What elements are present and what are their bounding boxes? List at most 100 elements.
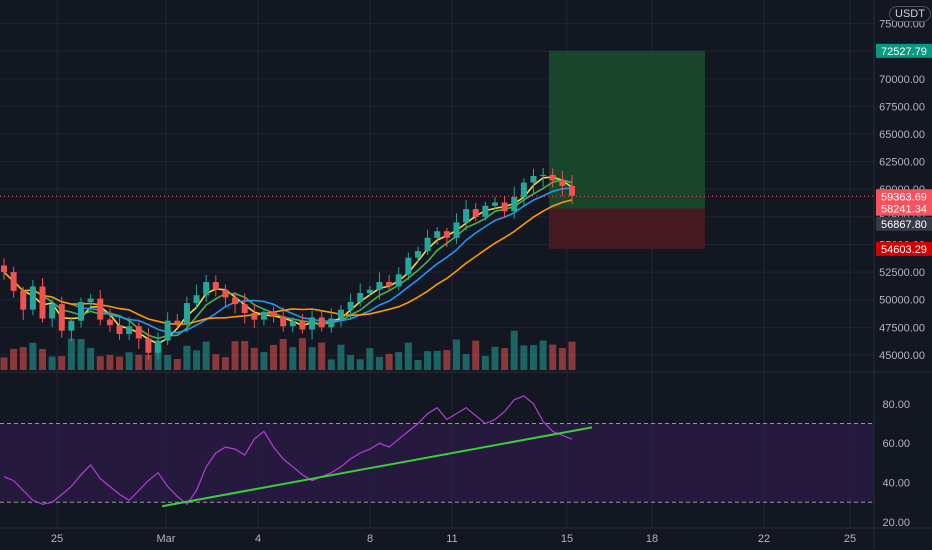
rsi-tick-label: 40.00	[882, 478, 910, 490]
candle-body	[135, 326, 142, 339]
price-tag	[876, 201, 932, 216]
volume-bar	[529, 345, 537, 370]
candle-body	[491, 202, 498, 206]
candle-body	[260, 311, 267, 320]
time-tick-label: 18	[646, 533, 658, 545]
moving-averages	[0, 176, 874, 345]
candle-body	[540, 174, 547, 176]
volume-bar	[395, 352, 403, 370]
candle-body	[58, 304, 65, 331]
volume-bar	[289, 347, 297, 370]
long-position-tool[interactable]	[549, 50, 705, 249]
candles	[1, 168, 575, 360]
time-tick-label: 8	[367, 533, 373, 545]
target-zone	[549, 50, 705, 209]
time-tick-label: 25	[51, 533, 63, 545]
candle-body	[164, 320, 171, 341]
candle-body	[232, 297, 239, 305]
candle-body	[530, 175, 537, 183]
volume-bar	[568, 341, 576, 370]
price-tick-label: 65000.00	[879, 129, 925, 141]
time-tick-label: 15	[561, 533, 573, 545]
candle-body	[386, 282, 393, 287]
volume-bar	[250, 347, 258, 370]
volume-bar	[558, 348, 566, 370]
volume-bar	[29, 342, 37, 370]
candle-body	[337, 309, 344, 319]
price-tick-label: 47500.00	[879, 322, 925, 334]
volume-bar	[337, 344, 345, 370]
candle-body	[193, 295, 200, 304]
volume-bar	[510, 330, 518, 370]
volume-bar	[452, 339, 460, 370]
volume-bar	[404, 342, 412, 370]
candle-body	[501, 202, 508, 212]
price-tick-label: 50000.00	[879, 295, 925, 307]
volume-bar	[424, 351, 432, 370]
candle-body	[569, 185, 575, 196]
candle-body	[328, 318, 335, 328]
candle-body	[222, 289, 229, 298]
volume-bar	[106, 354, 114, 370]
candle-body	[414, 251, 421, 258]
candle-body	[68, 320, 75, 331]
candle-body	[106, 319, 113, 326]
volume-bar	[19, 347, 27, 370]
rsi-trendline	[161, 426, 593, 508]
candle-body	[395, 274, 402, 287]
candle-body	[453, 222, 460, 238]
volume-bar	[443, 350, 451, 370]
candle-body	[87, 298, 94, 302]
candle-body	[299, 320, 306, 330]
candle-body	[376, 282, 383, 290]
candle-body	[29, 286, 36, 310]
candle-body	[212, 282, 219, 290]
candle-body	[145, 338, 152, 353]
candle-body	[116, 325, 123, 334]
candle-body	[183, 303, 190, 325]
candle-body	[289, 320, 296, 327]
volume-bar	[202, 341, 210, 370]
candle-body	[309, 317, 316, 330]
candle-body	[174, 320, 181, 325]
candle-body	[511, 196, 518, 212]
candle-body	[405, 257, 412, 275]
candle-body	[482, 205, 489, 217]
candle-body	[241, 304, 248, 313]
volume-bar	[144, 354, 152, 370]
volume-bar	[327, 359, 335, 370]
candle-body	[20, 290, 27, 310]
price-tags: 72527.7959363.6953:2858241.3456867.80546…	[876, 43, 932, 256]
volume-bar	[318, 342, 326, 370]
ma-long-line	[3, 199, 573, 325]
rsi-pane	[0, 395, 874, 508]
rsi-tick-label: 80.00	[882, 399, 910, 411]
volume-bar	[298, 338, 306, 370]
volume-bar	[0, 357, 8, 370]
volume-bar	[221, 357, 229, 370]
volume-bar	[77, 338, 85, 370]
volume-bar	[366, 348, 374, 370]
currency-badge[interactable]: USDT	[889, 6, 931, 22]
volume-bar	[433, 350, 441, 370]
candle-body	[347, 301, 354, 310]
volume-bar	[231, 341, 239, 370]
volume-bar	[212, 354, 220, 370]
volume-bar	[385, 353, 393, 370]
volume-bar	[462, 354, 470, 370]
time-tick-label: 25	[844, 533, 856, 545]
candle-body	[97, 298, 104, 320]
price-tag-label: 58241.34	[881, 204, 927, 216]
candle-body	[49, 304, 56, 319]
volume-bar	[481, 355, 489, 370]
volume-bar	[39, 349, 47, 370]
volume-bar	[375, 356, 383, 370]
volume-bar	[414, 359, 422, 370]
candle-body	[126, 326, 133, 334]
candle-body	[472, 209, 479, 217]
candle-body	[424, 237, 431, 252]
volume-bar	[125, 352, 133, 370]
candle-body	[520, 182, 527, 197]
candle-body	[434, 231, 441, 238]
